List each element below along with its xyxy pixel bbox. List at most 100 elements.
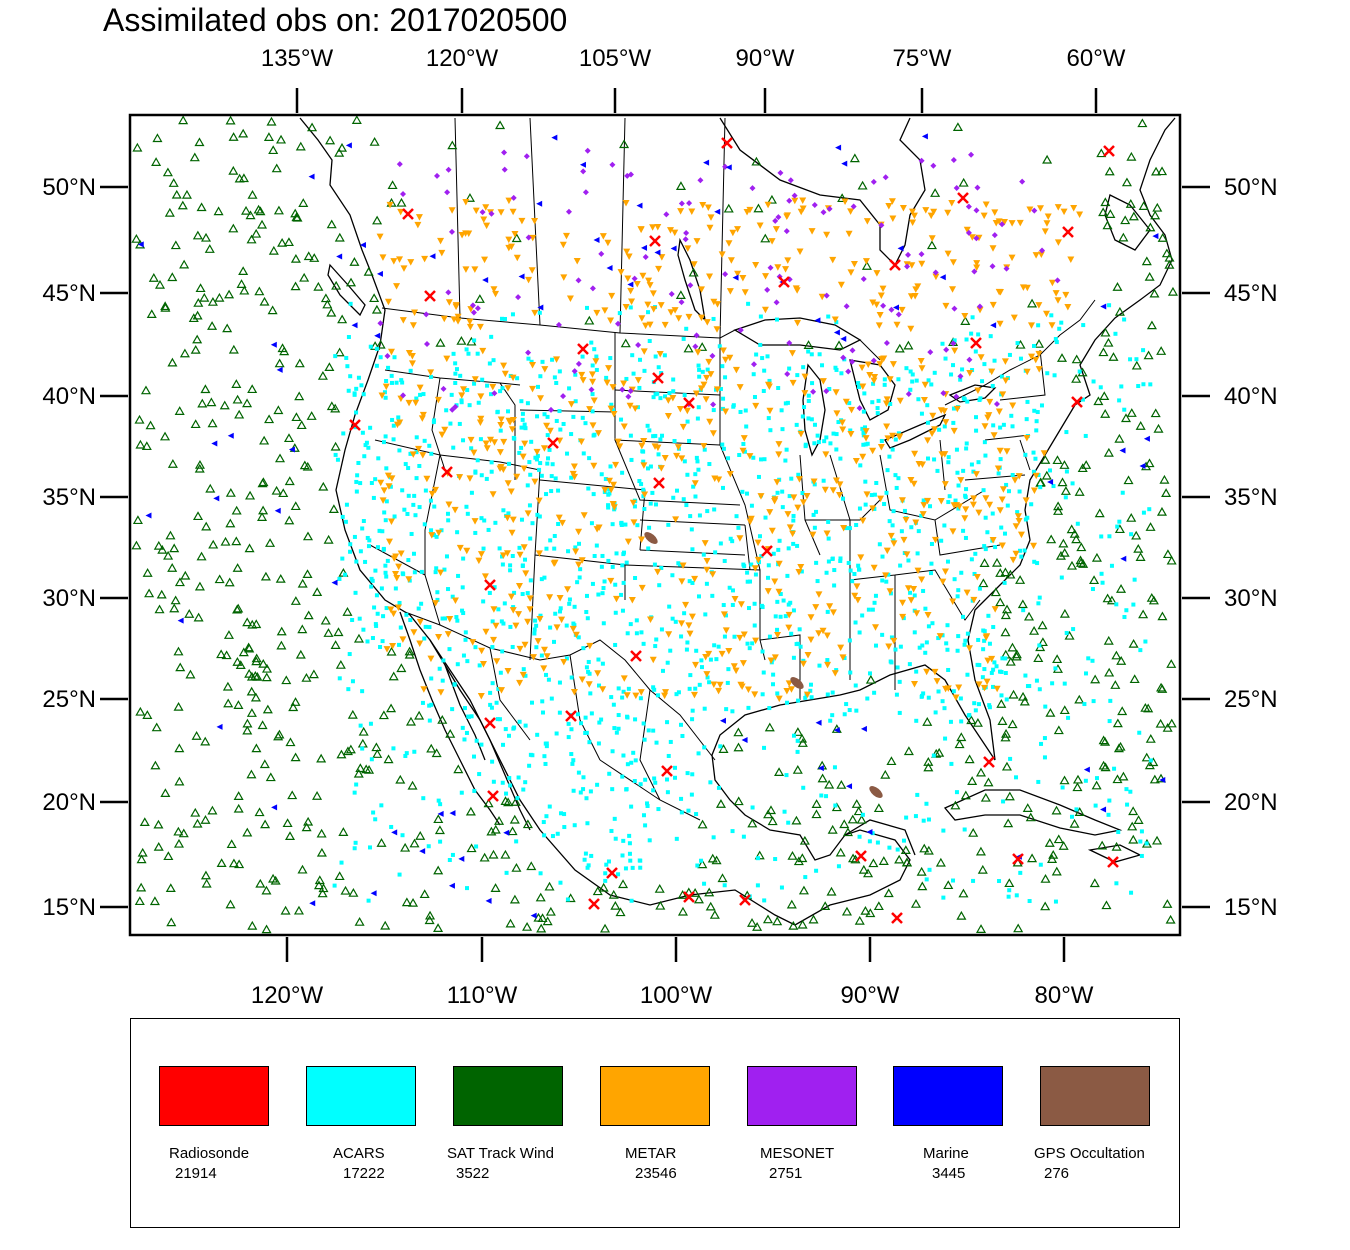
acars-mark (530, 521, 535, 526)
sat-track-wind-mark (372, 215, 383, 225)
metar-mark (1032, 356, 1040, 364)
metar-mark (885, 643, 893, 651)
acars-mark (1006, 894, 1011, 899)
mesonet-mark (515, 294, 522, 301)
acars-mark (846, 560, 851, 565)
metar-mark (966, 370, 974, 377)
marine-mark (530, 912, 537, 919)
acars-mark (814, 868, 819, 873)
metar-mark (775, 441, 783, 448)
acars-mark (616, 726, 621, 731)
acars-mark (634, 631, 639, 636)
lat-label-left: 15°N (42, 894, 96, 921)
acars-mark (853, 620, 858, 625)
acars-mark (540, 710, 545, 715)
acars-mark (517, 719, 522, 724)
sat-track-wind-mark (786, 899, 797, 909)
sat-track-wind-mark (295, 649, 306, 659)
metar-mark (620, 380, 628, 387)
metar-mark (477, 393, 485, 400)
bottom-lon-label: 80°W (1035, 982, 1094, 1009)
metar-mark (427, 655, 435, 663)
acars-mark (348, 374, 353, 379)
sat-track-wind-mark (1145, 222, 1156, 232)
sat-track-wind-mark (437, 714, 448, 724)
metar-mark (626, 402, 634, 410)
metar-mark (396, 256, 404, 263)
sat-track-wind-mark (195, 283, 206, 293)
acars-mark (726, 456, 731, 461)
mesonet-mark (589, 285, 596, 292)
sat-track-wind-mark (193, 297, 204, 307)
sat-track-wind-mark (216, 858, 227, 868)
metar-mark (831, 316, 839, 323)
acars-mark (406, 466, 411, 471)
acars-mark (667, 604, 672, 609)
sat-track-wind-mark (345, 277, 357, 287)
sat-track-wind-mark (376, 838, 387, 847)
sat-track-wind-mark (244, 668, 255, 678)
acars-mark (473, 530, 478, 535)
acars-mark (788, 600, 793, 605)
acars-mark (982, 440, 987, 445)
marine-mark (846, 783, 853, 790)
acars-mark (599, 564, 604, 569)
acars-mark (730, 602, 735, 607)
acars-mark (383, 395, 388, 400)
acars-mark (901, 838, 906, 843)
acars-mark (461, 438, 466, 443)
mesonet-mark (811, 201, 818, 208)
metar-mark (809, 531, 817, 539)
acars-mark (389, 824, 394, 829)
acars-mark (971, 878, 976, 883)
acars-mark (653, 502, 658, 507)
marine-mark (741, 737, 748, 744)
acars-mark (1031, 450, 1036, 455)
acars-mark (702, 881, 707, 886)
metar-mark (785, 680, 793, 687)
acars-mark (515, 376, 520, 381)
sat-track-wind-mark (1013, 923, 1024, 933)
acars-mark (353, 840, 358, 845)
metar-mark (466, 323, 474, 331)
acars-mark (705, 367, 710, 372)
marine-mark (359, 242, 366, 249)
marine-mark (719, 717, 726, 724)
metar-mark (832, 477, 840, 484)
acars-mark (972, 571, 977, 576)
map-background (130, 115, 1180, 935)
acars-mark (1147, 507, 1152, 512)
acars-mark (824, 570, 829, 575)
mesonet-mark (976, 303, 983, 310)
sat-track-wind-mark (1100, 762, 1111, 772)
acars-mark (1057, 326, 1062, 331)
acars-mark (811, 512, 816, 517)
sat-track-wind-mark (275, 573, 286, 583)
mesonet-mark (575, 360, 582, 367)
acars-mark (601, 586, 606, 591)
metar-mark (913, 610, 921, 617)
acars-mark (1043, 704, 1048, 709)
acars-mark (504, 870, 509, 875)
sat-track-wind-mark (313, 880, 325, 890)
metar-mark (655, 265, 663, 273)
mesonet-mark (488, 210, 495, 217)
acars-mark (732, 634, 737, 639)
acars-mark (1019, 554, 1024, 559)
cuba (943, 789, 1123, 836)
acars-mark (523, 780, 528, 785)
acars-mark (752, 623, 757, 628)
metar-mark (585, 681, 593, 688)
acars-mark (642, 737, 647, 742)
metar-mark (914, 567, 922, 575)
acars-mark (935, 468, 940, 473)
sat-track-wind-mark (1074, 694, 1085, 704)
acars-mark (848, 670, 853, 675)
acars-mark (743, 408, 748, 413)
acars-mark (676, 561, 681, 566)
metar-mark (529, 362, 537, 369)
acars-mark (592, 432, 597, 437)
metar-mark (784, 511, 792, 518)
acars-mark (623, 866, 628, 871)
acars-mark (544, 672, 549, 677)
